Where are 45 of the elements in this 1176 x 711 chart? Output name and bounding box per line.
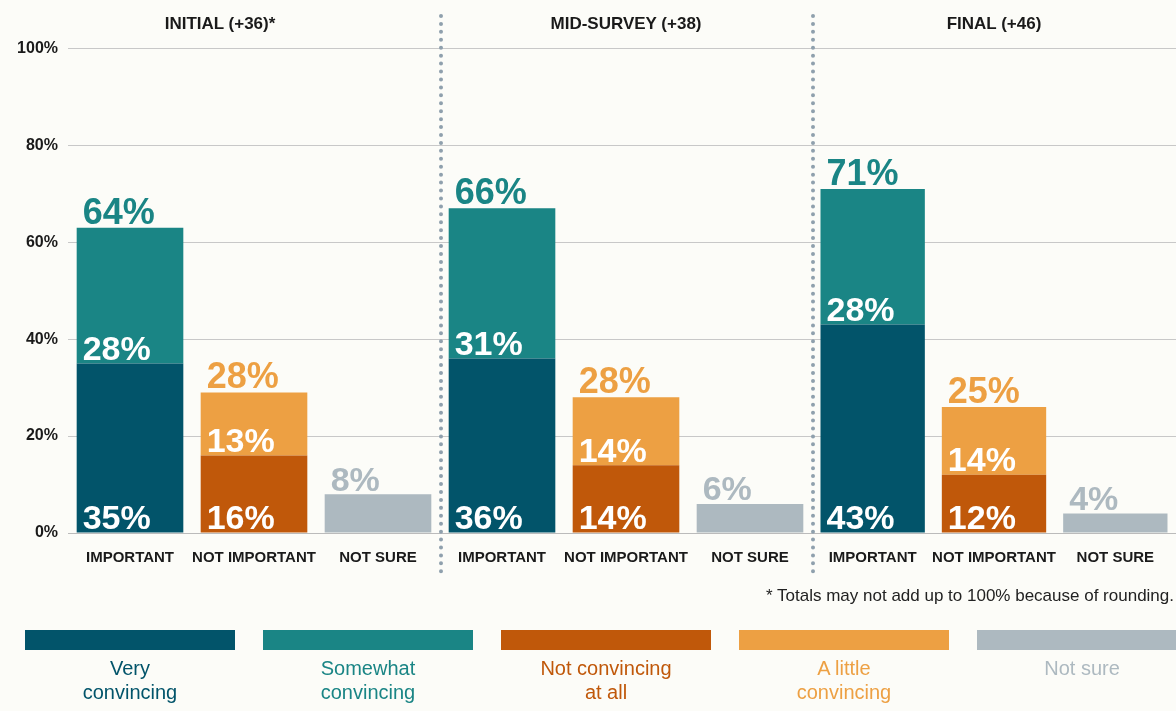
text: Somewhat convincing (319, 656, 417, 704)
chart-title: INITIAL (+36)* (164, 13, 276, 33)
data-label: 35% (82, 497, 151, 536)
total-label: 25% (947, 369, 1020, 411)
data-label: 4% (1069, 478, 1119, 517)
data-label: 28% (826, 290, 895, 328)
x-tick-label: NOT SURE (711, 548, 789, 566)
total-label: 64% (82, 190, 155, 232)
data-label: 12% (947, 497, 1016, 536)
data-label: 8% (330, 459, 380, 498)
data-label: 43% (826, 497, 895, 536)
text: A little convincing (795, 656, 893, 704)
text: * Totals may not add up to 100% because of rounding. (766, 586, 1174, 606)
x-tick-label: IMPORTANT (828, 548, 917, 566)
x-tick-label: NOT IMPORTANT (932, 548, 1056, 566)
data-label: 31% (454, 323, 523, 362)
data-label: 36% (454, 497, 523, 536)
data-label: 6% (702, 469, 752, 508)
x-tick-label: NOT SURE (339, 548, 417, 566)
y-tick-label: 60% (25, 232, 58, 250)
y-tick-label: 20% (25, 426, 58, 444)
text: Not convincing at all (539, 656, 673, 704)
text: Very convincing (81, 656, 179, 704)
data-label: 13% (206, 420, 275, 459)
total-label: 66% (454, 171, 527, 213)
chart-title: MID-SURVEY (+38) (550, 13, 702, 33)
total-label: 71% (826, 151, 899, 193)
data-label: 16% (206, 497, 275, 536)
x-tick-label: NOT IMPORTANT (192, 548, 316, 566)
total-label: 28% (578, 360, 651, 402)
data-label: 14% (578, 497, 647, 536)
data-label: 14% (947, 440, 1016, 479)
data-label: 28% (82, 328, 151, 367)
x-tick-label: NOT IMPORTANT (564, 548, 688, 566)
x-tick-label: NOT SURE (1076, 548, 1155, 566)
y-tick-label: 80% (25, 135, 58, 153)
x-tick-label: IMPORTANT (457, 548, 547, 566)
total-label: 28% (206, 355, 279, 397)
y-tick-label: 0% (34, 523, 58, 541)
data-label: 14% (578, 430, 647, 469)
y-tick-label: 40% (25, 329, 58, 347)
text: Not sure (1044, 656, 1120, 680)
y-tick-label: 100% (17, 38, 58, 56)
chart-title: FINAL (+46) (946, 13, 1042, 33)
x-tick-label: IMPORTANT (85, 548, 175, 566)
